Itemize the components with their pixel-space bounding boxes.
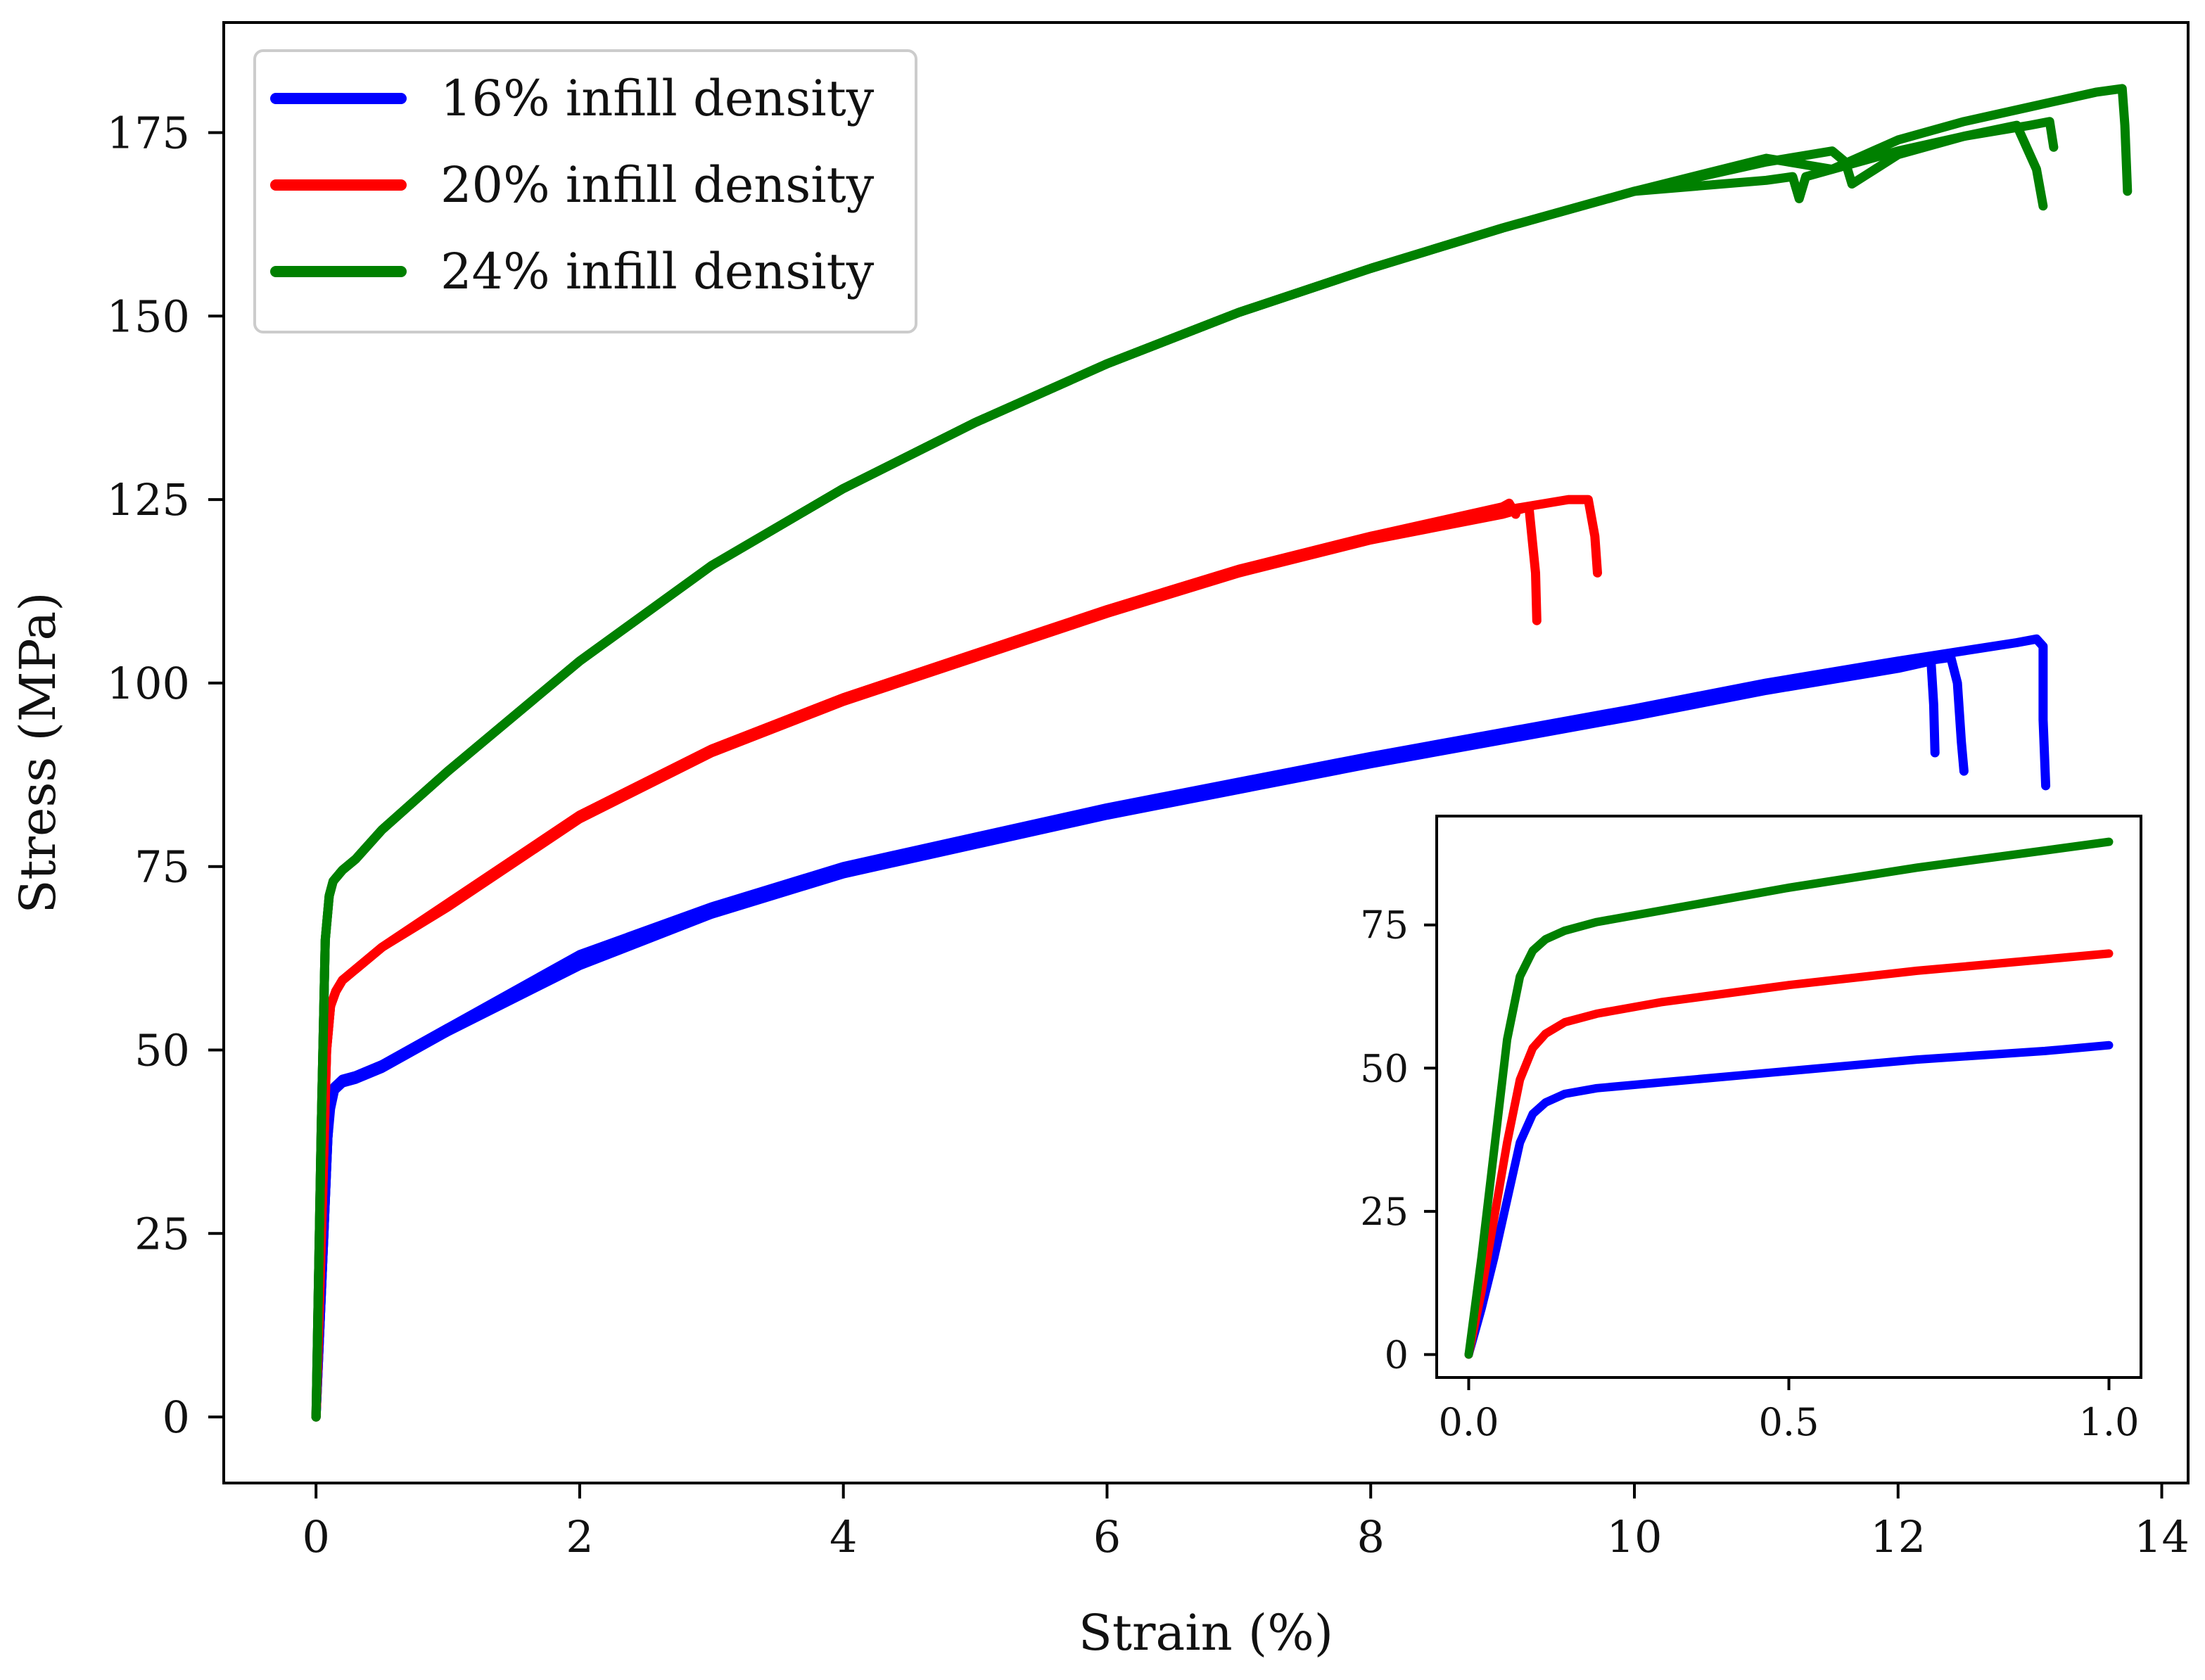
y-tick-label: 150: [107, 291, 190, 342]
y-tick-label: 100: [107, 658, 190, 709]
y-tick-label: 125: [107, 474, 190, 526]
legend-box: [253, 49, 917, 333]
inset-x-tick-label: 0.0: [1439, 1400, 1499, 1444]
inset-y-tick-label: 25: [1360, 1190, 1409, 1234]
x-tick-label: 2: [566, 1511, 593, 1563]
inset-series-line-16-infill: [1464, 1041, 2114, 1359]
y-tick-label: 175: [107, 107, 190, 158]
series-line-20-infill-specimen-3: [311, 498, 1520, 1422]
x-axis-title: Strain (%): [1079, 1604, 1333, 1662]
inset-x-tick-label: 0.5: [1759, 1400, 1819, 1444]
series-line-16-infill-specimen-3: [311, 656, 1940, 1422]
inset-background: [1437, 816, 2141, 1377]
x-tick-label: 14: [2134, 1511, 2190, 1563]
x-tick-label: 0: [302, 1511, 329, 1563]
legend-label-24-infill: 24% infill density: [440, 243, 875, 300]
inset-y-tick-label: 0: [1385, 1332, 1409, 1377]
x-tick-label: 4: [830, 1511, 857, 1563]
y-axis-title: Stress (MPa): [9, 592, 67, 913]
main-plot: 0 2 4 6 8 10 12 14 0 25 50 75 100 125 150 175 Strain (%)…: [9, 21, 2190, 1662]
legend: 16% infill density 20% infill density 24% …: [253, 49, 917, 333]
inset-y-tick-label: 75: [1360, 903, 1409, 948]
x-tick-label: 6: [1093, 1511, 1121, 1563]
inset-series-line-20-infill: [1464, 949, 2114, 1359]
inset-x-tick-label: 1.0: [2079, 1400, 2140, 1444]
inset-y-tick-label: 50: [1360, 1046, 1409, 1090]
inset-series-line-24-infill: [1464, 837, 2114, 1359]
x-tick-label: 12: [1870, 1511, 1926, 1563]
legend-label-20-infill: 20% infill density: [440, 156, 875, 214]
inset-plot: 0.0 0.5 1.0 0 25 50 75: [1360, 815, 2142, 1444]
y-tick-label: 25: [134, 1208, 190, 1259]
plot-frame: [222, 21, 2190, 1484]
x-tick-label: 8: [1357, 1511, 1385, 1563]
series-line-24-infill-specimen-3: [311, 117, 2059, 1422]
y-tick-label: 75: [134, 841, 190, 893]
y-tick-label: 0: [163, 1392, 190, 1443]
x-tick-label: 10: [1607, 1511, 1663, 1563]
legend-label-16-infill: 16% infill density: [440, 70, 875, 127]
y-tick-label: 50: [134, 1025, 190, 1076]
